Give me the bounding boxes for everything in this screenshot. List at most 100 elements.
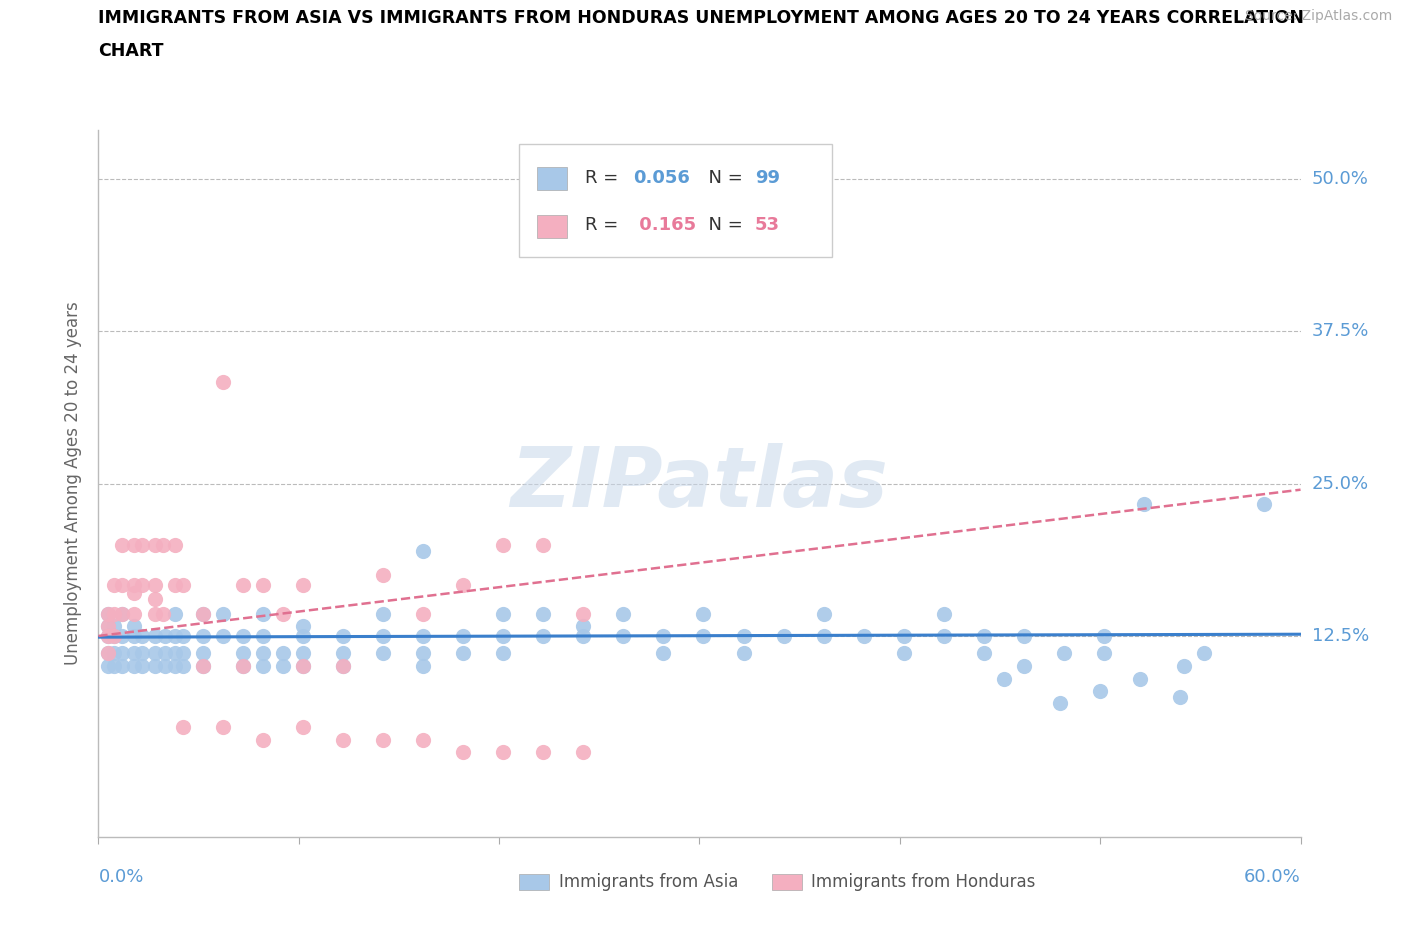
Text: Source: ZipAtlas.com: Source: ZipAtlas.com	[1244, 9, 1392, 23]
Point	[232, 659, 254, 674]
Point	[152, 606, 174, 621]
Point	[531, 744, 554, 759]
Text: 60.0%: 60.0%	[1244, 868, 1301, 885]
Point	[131, 538, 153, 552]
Point	[211, 375, 233, 390]
Text: 99: 99	[755, 168, 780, 187]
Point	[492, 744, 515, 759]
Point	[692, 629, 714, 644]
Y-axis label: Unemployment Among Ages 20 to 24 years: Unemployment Among Ages 20 to 24 years	[65, 301, 83, 666]
Point	[131, 645, 153, 660]
Point	[451, 629, 474, 644]
Point	[103, 645, 125, 660]
Point	[733, 629, 755, 644]
Point	[131, 629, 153, 644]
Point	[163, 578, 186, 592]
Point	[232, 659, 254, 674]
Point	[131, 659, 153, 674]
Point	[412, 732, 434, 747]
Point	[97, 659, 120, 674]
Point	[1092, 645, 1115, 660]
Point	[291, 659, 314, 674]
Point	[124, 629, 146, 644]
Point	[143, 538, 166, 552]
Text: 53: 53	[755, 216, 780, 234]
Point	[172, 720, 194, 735]
Point	[932, 629, 955, 644]
Point	[211, 606, 233, 621]
Point	[153, 659, 176, 674]
Point	[1253, 497, 1275, 512]
Point	[531, 629, 554, 644]
Point	[772, 629, 794, 644]
Text: N =: N =	[697, 216, 748, 234]
Point	[111, 538, 134, 552]
Point	[232, 578, 254, 592]
Point	[172, 659, 194, 674]
Point	[191, 606, 214, 621]
Point	[531, 538, 554, 552]
Point	[652, 629, 675, 644]
Point	[371, 732, 394, 747]
Point	[252, 645, 274, 660]
Point	[124, 606, 146, 621]
Point	[143, 645, 166, 660]
Point	[572, 629, 595, 644]
Point	[492, 538, 515, 552]
Point	[1049, 696, 1071, 711]
Point	[172, 578, 194, 592]
Point	[103, 618, 125, 633]
Point	[153, 645, 176, 660]
Point	[1133, 497, 1156, 512]
Point	[412, 659, 434, 674]
Point	[163, 645, 186, 660]
Point	[124, 645, 146, 660]
Point	[124, 618, 146, 633]
Text: R =: R =	[585, 216, 624, 234]
Point	[813, 606, 835, 621]
Point	[531, 606, 554, 621]
Point	[97, 618, 120, 633]
Point	[1012, 659, 1035, 674]
Point	[191, 629, 214, 644]
Point	[492, 645, 515, 660]
Point	[612, 629, 634, 644]
Point	[163, 538, 186, 552]
Point	[252, 606, 274, 621]
Point	[191, 645, 214, 660]
Point	[852, 629, 875, 644]
Point	[1173, 659, 1195, 674]
Text: R =: R =	[585, 168, 624, 187]
Point	[412, 606, 434, 621]
Bar	[519, 874, 550, 890]
Point	[97, 618, 120, 633]
Point	[252, 659, 274, 674]
Point	[103, 606, 125, 621]
Point	[172, 645, 194, 660]
Point	[97, 645, 120, 660]
Point	[97, 606, 120, 621]
Point	[893, 629, 915, 644]
Point	[291, 720, 314, 735]
Point	[103, 629, 125, 644]
Point	[271, 645, 294, 660]
Text: 25.0%: 25.0%	[1312, 474, 1369, 493]
Point	[111, 606, 134, 621]
Point	[332, 732, 354, 747]
Point	[332, 659, 354, 674]
Point	[153, 629, 176, 644]
Text: IMMIGRANTS FROM ASIA VS IMMIGRANTS FROM HONDURAS UNEMPLOYMENT AMONG AGES 20 TO 2: IMMIGRANTS FROM ASIA VS IMMIGRANTS FROM …	[98, 9, 1305, 27]
Point	[252, 578, 274, 592]
Point	[973, 645, 995, 660]
Point	[332, 645, 354, 660]
Text: Immigrants from Honduras: Immigrants from Honduras	[811, 873, 1036, 891]
Point	[291, 629, 314, 644]
Point	[124, 659, 146, 674]
Point	[163, 606, 186, 621]
Bar	[537, 215, 567, 238]
Point	[211, 720, 233, 735]
Point	[451, 578, 474, 592]
Bar	[772, 874, 801, 890]
Point	[143, 629, 166, 644]
Point	[612, 606, 634, 621]
